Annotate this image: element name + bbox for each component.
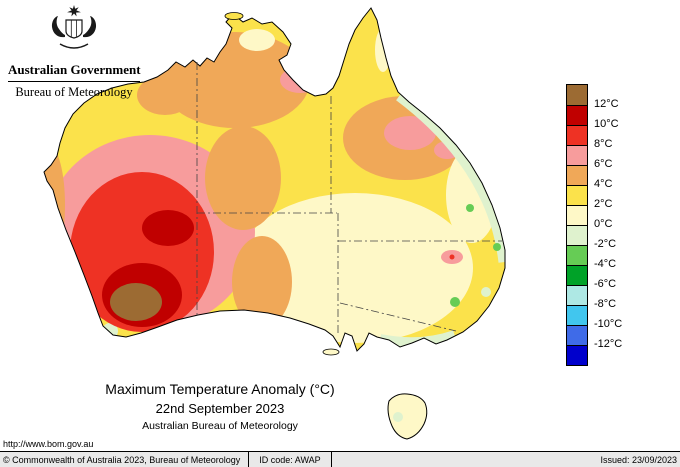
- anomaly-region-neg0-2c-tasmania: [393, 412, 403, 422]
- legend-swatch: [567, 325, 587, 345]
- legend-swatch: [567, 85, 587, 105]
- melville-island: [224, 12, 244, 20]
- anomaly-region-4-6c-central-band-s: [232, 236, 292, 328]
- border-nsw-vic: [339, 302, 457, 332]
- anomaly-region-0-2c-southeast: [237, 193, 473, 343]
- bom-url: http://www.bom.gov.au: [3, 439, 94, 449]
- tasmania: [387, 393, 428, 440]
- header-branding: Australian Government Bureau of Meteorol…: [8, 4, 141, 100]
- legend-swatch: [567, 105, 587, 125]
- legend-label: -2°C: [594, 238, 617, 250]
- legend-label: 8°C: [594, 138, 613, 150]
- anomaly-region-0-2c-necoast: [446, 147, 498, 243]
- anomaly-region-0-2c-topend-spot: [239, 29, 275, 51]
- legend-swatch: [567, 165, 587, 185]
- australia-map: [43, 7, 506, 440]
- map-title-block: Maximum Temperature Anomaly (°C) 22nd Se…: [40, 381, 400, 432]
- anomaly-region-neg0-2c-vic-coast: [378, 330, 457, 350]
- map-date: 22nd September 2023: [155, 401, 285, 416]
- legend-label: 10°C: [594, 118, 619, 130]
- anomaly-region-neg0-2c-qld-coast: [396, 89, 505, 263]
- footer-issued: Issued: 23/09/2023: [600, 454, 677, 465]
- anomaly-region-6-8c-nqld-spot: [384, 116, 436, 150]
- anomaly-region-neg2-4c-dot1: [466, 204, 474, 212]
- anomaly-region-neg2-4c-dot2: [493, 243, 501, 251]
- legend-swatch: [567, 145, 587, 165]
- anomaly-region-6-8c-gulf-spot: [280, 67, 320, 93]
- legend-swatch: [567, 285, 587, 305]
- legend-label: -6°C: [594, 278, 617, 290]
- legend-swatch: [567, 305, 587, 325]
- agency-title: Bureau of Meteorology: [15, 85, 133, 99]
- legend-swatch: [567, 185, 587, 205]
- state-borders: [196, 62, 502, 334]
- legend-label: -12°C: [594, 338, 623, 350]
- legend-labels: 12°C 10°C 8°C 6°C 4°C 2°C 0°C -2°C -4°C -6°C -8°C -…: [594, 94, 622, 354]
- legend-label: 4°C: [594, 178, 613, 190]
- footer-id-code: ID code: AWAP: [249, 452, 332, 467]
- anomaly-region-4-6c-west-coast: [44, 147, 65, 263]
- legend-label: 2°C: [594, 198, 613, 210]
- legend-label: 6°C: [594, 158, 613, 170]
- footer-copyright: © Commonwealth of Australia 2023, Bureau…: [0, 452, 250, 467]
- anomaly-region-10-12c-north: [142, 210, 194, 246]
- government-title: Australian Government: [8, 62, 141, 77]
- footer-spacer: [332, 452, 601, 467]
- map-title: Maximum Temperature Anomaly (°C): [105, 381, 335, 397]
- anomaly-region-4-6c-central-band-n: [205, 126, 281, 230]
- anomaly-region-neg0-2c-nsw-spot: [481, 287, 491, 297]
- kangaroo-island: [322, 348, 340, 356]
- legend-label: 12°C: [594, 98, 619, 110]
- header-divider: [8, 81, 140, 82]
- legend-label: -10°C: [594, 318, 623, 330]
- legend-swatch: [567, 125, 587, 145]
- legend-swatch: [567, 245, 587, 265]
- legend-colorbar: [566, 84, 588, 366]
- legend-label: -8°C: [594, 298, 617, 310]
- legend-swatch: [567, 225, 587, 245]
- coat-of-arms-icon: [51, 5, 97, 49]
- anomaly-region-4-6c-kimberley: [137, 75, 193, 115]
- map-attribution: Australian Bureau of Meteorology: [142, 420, 298, 432]
- anomaly-region-0-2c-capeyork-strip: [375, 28, 391, 72]
- legend-swatch: [567, 265, 587, 285]
- legend-label: -4°C: [594, 258, 617, 270]
- footer-bar: © Commonwealth of Australia 2023, Bureau…: [0, 451, 680, 467]
- legend-label: 0°C: [594, 218, 613, 230]
- legend-swatch: [567, 345, 587, 365]
- anomaly-region-8-10c-nsw-dot: [449, 254, 455, 260]
- anomaly-region-12c-plus: [110, 283, 162, 321]
- legend-swatch: [567, 205, 587, 225]
- anomaly-region-neg2-4c-dot3: [450, 297, 460, 307]
